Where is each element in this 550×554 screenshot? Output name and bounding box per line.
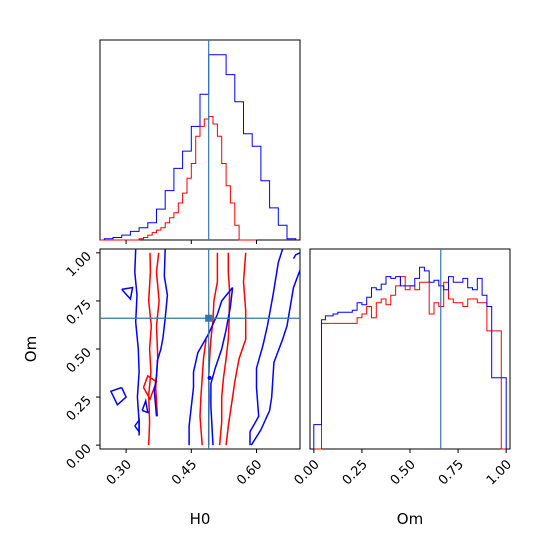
om-x-ticks: 0.00 0.25 0.50 0.75 1.00: [292, 449, 515, 488]
contour-line-1-4: [141, 398, 149, 414]
contour-truth-marker: [205, 314, 213, 322]
h0-x-tick-label-0: 0.30: [104, 457, 135, 488]
om-x-tick-label-0: 0.00: [292, 457, 323, 488]
contour-line-1-6: [188, 287, 234, 446]
h0-axis-label: H0: [190, 510, 211, 528]
h0-x-tick-label-1: 0.45: [169, 457, 200, 488]
h0-histogram-frame: [99, 39, 301, 241]
contour-dot-0: [207, 375, 212, 380]
om-x-axis-label: Om: [397, 510, 423, 528]
om-x-tick-label-3: 0.75: [436, 457, 467, 488]
contour-line-1-8: [249, 248, 284, 446]
contour-line-1-3: [121, 286, 134, 301]
h0-om-contour-panel: 0.30 0.45 0.60 0.00 0.25 0.50 0.75 1.00 H0 Om: [22, 248, 301, 528]
contour-line-1-10: [250, 269, 301, 446]
om-x-tick-label-1: 0.25: [340, 457, 371, 488]
h0-histogram-ticks: [125, 240, 258, 244]
om-y-tick-label-4: 1.00: [64, 249, 95, 280]
h0-histogram-panel: [99, 39, 301, 244]
contour-line-0-2: [142, 374, 158, 401]
contour-line-0-0: [147, 252, 153, 446]
contour-line-0-6: [225, 252, 247, 446]
contour-line-0-4: [207, 252, 219, 446]
h0-x-ticks: 0.30 0.45 0.60: [104, 449, 265, 488]
om-y-tick-label-2: 0.50: [64, 345, 95, 376]
om-histogram-frame: [309, 248, 511, 450]
contour-line-1-9: [292, 252, 301, 259]
om-histogram-series: [313, 266, 507, 450]
om-x-tick-label-2: 0.50: [388, 457, 419, 488]
h0-histogram-series-0: [100, 116, 257, 241]
om-histogram-series-1: [313, 266, 507, 449]
h0-histogram-series: [100, 54, 297, 241]
contour-line-0-1: [154, 252, 160, 417]
contour-line-1-0: [134, 248, 140, 436]
contour-line-0-5: [218, 252, 231, 446]
om-y-tick-label-1: 0.25: [64, 393, 95, 424]
contour-line-1-1: [153, 248, 169, 417]
contour-line-1-7: [210, 287, 234, 446]
contour-line-0-3: [199, 339, 207, 446]
om-axis-label: Om: [22, 336, 40, 362]
contour-line-1-2: [109, 386, 128, 407]
contour-lines: [109, 248, 301, 446]
contour-dots: [207, 375, 212, 380]
om-y-tick-label-3: 0.75: [64, 297, 95, 328]
h0-x-tick-label-2: 0.60: [234, 457, 265, 488]
h0-histogram-series-1: [103, 54, 297, 240]
om-x-tick-label-4: 1.00: [484, 457, 515, 488]
contour-line-1-5: [134, 417, 140, 434]
om-histogram-panel: 0.00 0.25 0.50 0.75 1.00 Om: [292, 248, 515, 528]
om-histogram-series-0: [313, 276, 507, 450]
om-y-tick-label-0: 0.00: [64, 441, 95, 472]
om-y-ticks: 0.00 0.25 0.50 0.75 1.00: [64, 249, 100, 472]
